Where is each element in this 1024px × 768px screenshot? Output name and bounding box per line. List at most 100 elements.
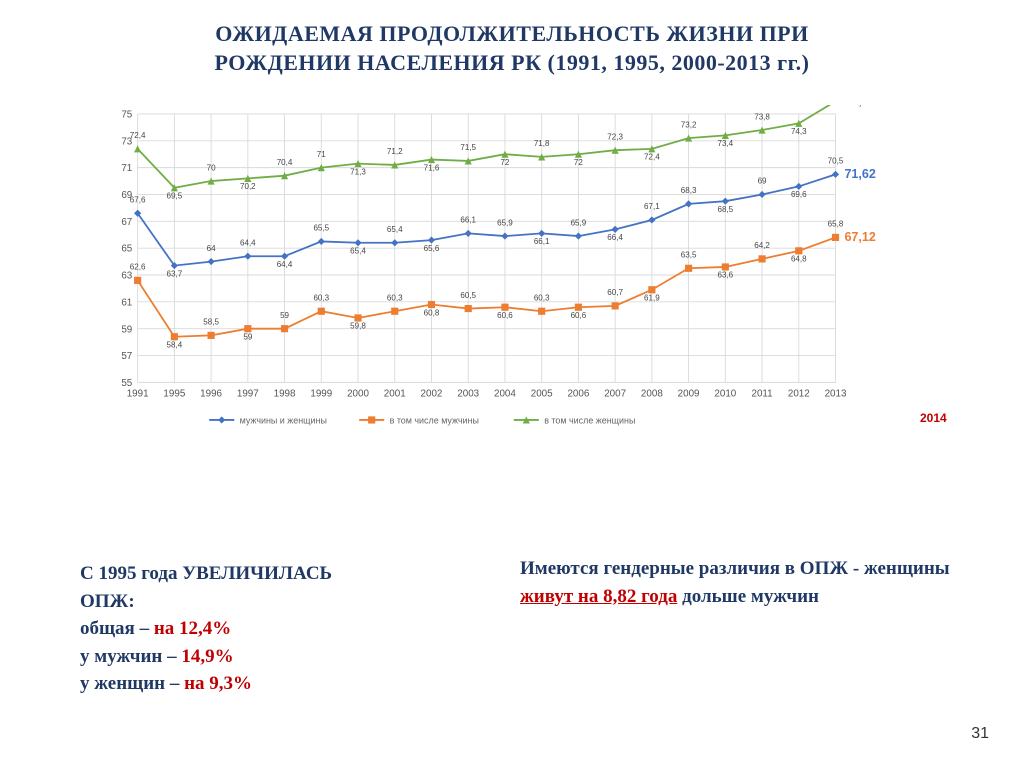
svg-text:70,5: 70,5 bbox=[828, 157, 844, 166]
svg-text:59,8: 59,8 bbox=[350, 322, 366, 331]
svg-text:65,9: 65,9 bbox=[497, 218, 513, 227]
svg-text:60,8: 60,8 bbox=[424, 308, 440, 317]
slide: ОЖИДАЕМАЯ ПРОДОЛЖИТЕЛЬНОСТЬ ЖИЗНИ ПРИ РО… bbox=[0, 0, 1024, 768]
svg-text:65,9: 65,9 bbox=[571, 218, 587, 227]
svg-text:66,1: 66,1 bbox=[534, 237, 550, 246]
svg-text:60,3: 60,3 bbox=[387, 294, 403, 303]
svg-text:57: 57 bbox=[121, 351, 132, 362]
svg-text:69,5: 69,5 bbox=[167, 192, 183, 201]
svg-text:64: 64 bbox=[207, 244, 216, 253]
svg-text:67,1: 67,1 bbox=[644, 202, 660, 211]
svg-text:60,6: 60,6 bbox=[571, 311, 587, 320]
svg-text:55: 55 bbox=[121, 378, 132, 389]
svg-text:1999: 1999 bbox=[310, 389, 332, 400]
svg-text:58,4: 58,4 bbox=[167, 340, 183, 349]
svg-text:72: 72 bbox=[500, 158, 509, 167]
svg-text:65,5: 65,5 bbox=[313, 224, 329, 233]
svg-text:1996: 1996 bbox=[200, 389, 222, 400]
svg-text:67,12: 67,12 bbox=[844, 230, 875, 244]
svg-text:2005: 2005 bbox=[531, 389, 553, 400]
svg-text:61: 61 bbox=[121, 297, 132, 308]
svg-text:2006: 2006 bbox=[567, 389, 589, 400]
summary-left: С 1995 года УВЕЛИЧИЛАСЬ ОПЖ: общая – на … bbox=[80, 560, 480, 698]
svg-text:75: 75 bbox=[121, 110, 132, 121]
left-line4b: на 9,3% bbox=[184, 673, 252, 694]
svg-text:2007: 2007 bbox=[604, 389, 626, 400]
svg-text:59: 59 bbox=[121, 324, 132, 335]
left-line2b: на 12,4% bbox=[154, 618, 231, 639]
svg-text:в том числе женщины: в том числе женщины bbox=[544, 416, 635, 426]
chart-svg: 5557596163656769717375199119951996199719… bbox=[60, 105, 940, 445]
svg-text:2000: 2000 bbox=[347, 389, 369, 400]
xaxis-extra-year: 2014 bbox=[920, 411, 947, 425]
svg-text:63,5: 63,5 bbox=[681, 251, 697, 260]
svg-text:63,6: 63,6 bbox=[717, 271, 733, 280]
svg-text:71: 71 bbox=[121, 163, 132, 174]
svg-text:72,4: 72,4 bbox=[130, 131, 146, 140]
svg-text:73,8: 73,8 bbox=[754, 112, 770, 121]
page-title: ОЖИДАЕМАЯ ПРОДОЛЖИТЕЛЬНОСТЬ ЖИЗНИ ПРИ РО… bbox=[0, 20, 1024, 77]
svg-text:65,4: 65,4 bbox=[350, 247, 366, 256]
svg-text:61,9: 61,9 bbox=[644, 294, 660, 303]
svg-text:70,4: 70,4 bbox=[277, 158, 293, 167]
svg-text:69: 69 bbox=[758, 177, 767, 186]
right-line2: живут на 8,82 года bbox=[520, 586, 677, 607]
right-line1: Имеются гендерные различия в ОПЖ - женщи… bbox=[520, 558, 950, 579]
svg-text:64,4: 64,4 bbox=[240, 238, 256, 247]
svg-text:2010: 2010 bbox=[714, 389, 736, 400]
svg-text:в том числе мужчины: в том числе мужчины bbox=[390, 416, 479, 426]
svg-text:64,4: 64,4 bbox=[277, 260, 293, 269]
svg-text:65: 65 bbox=[121, 244, 132, 255]
svg-text:1991: 1991 bbox=[127, 389, 149, 400]
left-line3b: 14,9% bbox=[181, 646, 233, 667]
svg-text:60,6: 60,6 bbox=[497, 311, 513, 320]
svg-text:71,6: 71,6 bbox=[424, 163, 440, 172]
svg-text:1998: 1998 bbox=[274, 389, 296, 400]
svg-text:67,6: 67,6 bbox=[130, 196, 146, 205]
svg-text:2008: 2008 bbox=[641, 389, 663, 400]
svg-text:2013: 2013 bbox=[825, 389, 847, 400]
svg-text:66,1: 66,1 bbox=[460, 216, 476, 225]
life-expectancy-chart: 5557596163656769717375199119951996199719… bbox=[60, 105, 940, 445]
svg-text:72: 72 bbox=[574, 158, 583, 167]
svg-text:72,3: 72,3 bbox=[607, 132, 623, 141]
svg-text:65,6: 65,6 bbox=[424, 244, 440, 253]
svg-text:68,5: 68,5 bbox=[717, 205, 733, 214]
right-line3: дольше мужчин bbox=[677, 586, 819, 607]
left-line2a: общая – bbox=[80, 618, 154, 639]
svg-text:1995: 1995 bbox=[163, 389, 185, 400]
svg-text:65,4: 65,4 bbox=[387, 225, 403, 234]
svg-text:71,2: 71,2 bbox=[387, 147, 403, 156]
svg-text:63: 63 bbox=[121, 271, 132, 282]
svg-text:70: 70 bbox=[207, 163, 216, 172]
svg-text:2001: 2001 bbox=[384, 389, 406, 400]
svg-text:59: 59 bbox=[280, 311, 289, 320]
svg-text:66,4: 66,4 bbox=[607, 233, 623, 242]
left-line3a: у мужчин – bbox=[80, 646, 181, 667]
svg-text:64,2: 64,2 bbox=[754, 241, 770, 250]
svg-text:мужчины и женщины: мужчины и женщины bbox=[240, 416, 327, 426]
svg-text:67: 67 bbox=[121, 217, 132, 228]
svg-text:60,3: 60,3 bbox=[313, 294, 329, 303]
svg-text:71: 71 bbox=[317, 150, 326, 159]
svg-text:69,6: 69,6 bbox=[791, 190, 807, 199]
svg-text:2009: 2009 bbox=[678, 389, 700, 400]
svg-text:71,62: 71,62 bbox=[844, 167, 875, 181]
svg-text:71,5: 71,5 bbox=[460, 143, 476, 152]
svg-text:75,94: 75,94 bbox=[844, 105, 875, 108]
svg-text:71,8: 71,8 bbox=[534, 139, 550, 148]
left-line1a: С 1995 года УВЕЛИЧИЛАСЬ bbox=[80, 563, 332, 584]
svg-text:60,5: 60,5 bbox=[460, 291, 476, 300]
svg-text:2011: 2011 bbox=[751, 389, 772, 400]
svg-text:2012: 2012 bbox=[788, 389, 810, 400]
svg-text:64,8: 64,8 bbox=[791, 255, 807, 264]
left-line1b: ОПЖ: bbox=[80, 591, 135, 612]
svg-text:63,7: 63,7 bbox=[167, 269, 183, 278]
svg-text:2004: 2004 bbox=[494, 389, 516, 400]
svg-text:65,8: 65,8 bbox=[828, 220, 844, 229]
page-number: 31 bbox=[971, 725, 989, 743]
svg-text:2003: 2003 bbox=[457, 389, 479, 400]
svg-text:72,4: 72,4 bbox=[644, 153, 660, 162]
svg-text:2002: 2002 bbox=[421, 389, 443, 400]
title-line1: ОЖИДАЕМАЯ ПРОДОЛЖИТЕЛЬНОСТЬ ЖИЗНИ ПРИ bbox=[215, 21, 808, 46]
